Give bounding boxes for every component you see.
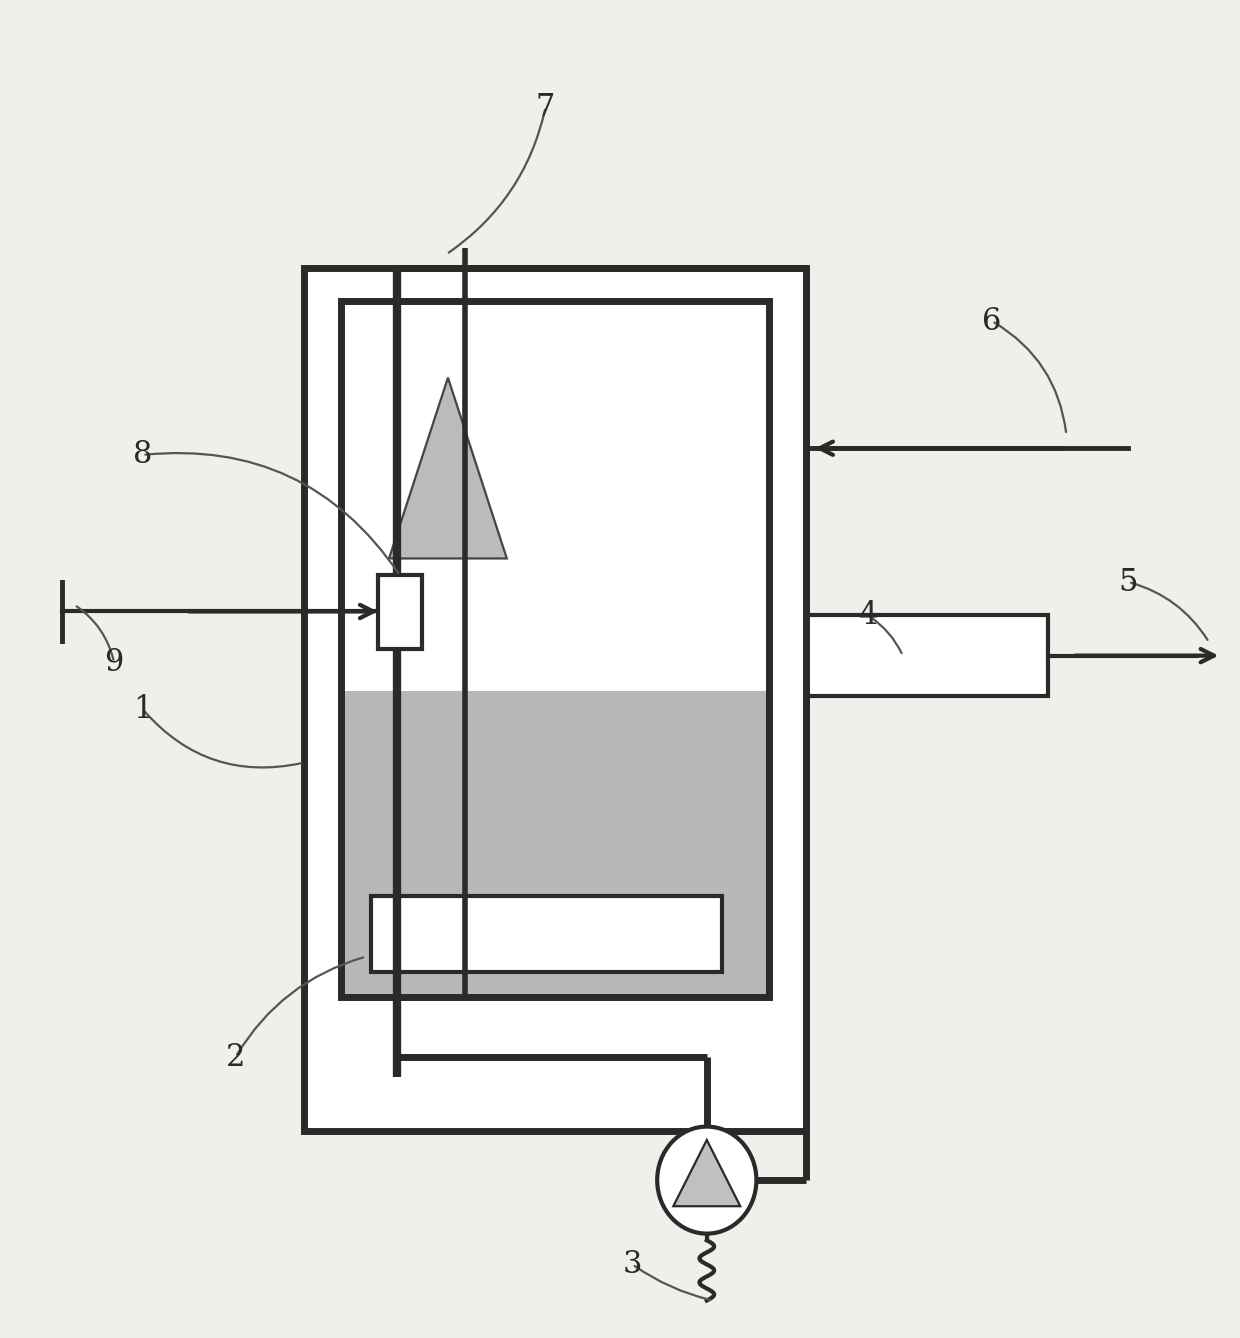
Bar [371, 895, 722, 973]
Text: 6: 6 [982, 305, 1002, 337]
Polygon shape [389, 377, 507, 558]
Bar [341, 301, 769, 997]
Text: 5: 5 [1118, 566, 1138, 598]
Text: 4: 4 [858, 599, 878, 632]
Bar [341, 690, 769, 997]
Bar [341, 301, 769, 690]
Circle shape [657, 1127, 756, 1234]
Text: 7: 7 [536, 91, 556, 123]
Text: 2: 2 [226, 1041, 246, 1073]
Bar [806, 615, 1048, 696]
Text: 8: 8 [133, 439, 153, 471]
Text: 1: 1 [133, 693, 153, 725]
Bar [304, 268, 806, 1131]
Text: 3: 3 [622, 1248, 642, 1280]
Text: 9: 9 [104, 646, 124, 678]
Bar [378, 575, 422, 649]
Polygon shape [673, 1140, 740, 1207]
